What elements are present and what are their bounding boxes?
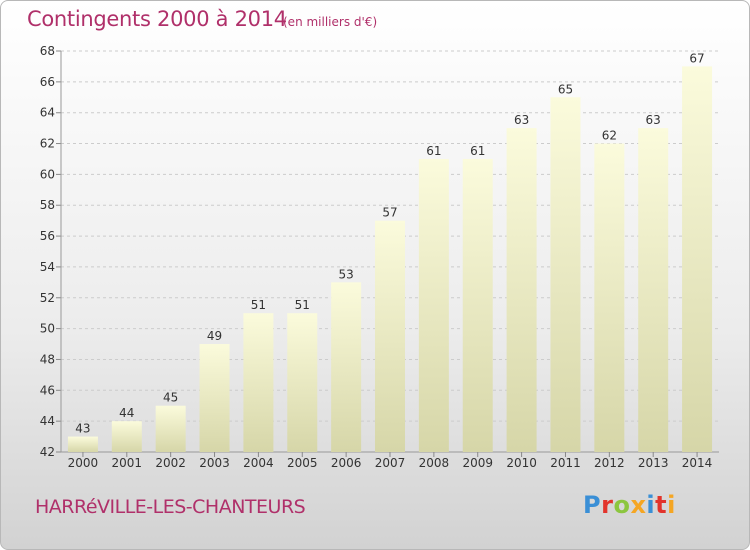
y-tick-label: 66 <box>40 75 55 89</box>
bar <box>638 128 669 452</box>
bar <box>67 436 98 452</box>
bar-value-label: 67 <box>689 51 704 65</box>
x-tick-label: 2004 <box>243 456 274 470</box>
x-tick-label: 2005 <box>287 456 318 470</box>
bar <box>199 344 230 452</box>
bar-value-label: 63 <box>514 113 529 127</box>
y-tick-label: 42 <box>40 445 55 459</box>
logo-letter: t <box>655 491 668 519</box>
y-tick-label: 52 <box>40 291 55 305</box>
logo-letter: i <box>667 491 676 519</box>
bar-value-label: 51 <box>295 298 310 312</box>
x-tick-label: 2014 <box>682 456 713 470</box>
bar <box>243 313 274 452</box>
y-tick-label: 68 <box>40 44 55 58</box>
bar-value-label: 62 <box>602 129 617 143</box>
bar-value-label: 45 <box>163 391 178 405</box>
y-tick-label: 48 <box>40 352 55 366</box>
y-tick-label: 64 <box>40 106 55 120</box>
x-tick-label: 2007 <box>375 456 406 470</box>
y-tick-label: 56 <box>40 229 55 243</box>
bar <box>682 66 713 452</box>
bar-value-label: 57 <box>382 206 397 220</box>
x-tick-label: 2010 <box>506 456 537 470</box>
logo-letter: P <box>583 491 602 519</box>
x-tick-label: 2001 <box>112 456 143 470</box>
y-tick-label: 50 <box>40 322 55 336</box>
bar <box>550 97 581 453</box>
x-tick-label: 2006 <box>331 456 362 470</box>
bar <box>287 313 318 452</box>
bar-value-label: 43 <box>75 422 90 436</box>
bar-value-label: 63 <box>646 113 661 127</box>
bar-value-label: 61 <box>426 144 441 158</box>
bar <box>506 128 537 452</box>
bar-value-label: 65 <box>558 82 573 96</box>
proxiti-logo[interactable]: Proxiti <box>583 491 676 519</box>
bar <box>155 405 186 452</box>
bar <box>594 143 625 453</box>
x-tick-label: 2011 <box>550 456 581 470</box>
x-tick-label: 2008 <box>419 456 450 470</box>
y-tick-label: 62 <box>40 137 55 151</box>
y-tick-label: 46 <box>40 383 55 397</box>
y-tick-label: 54 <box>40 260 55 274</box>
y-tick-label: 44 <box>40 414 55 428</box>
chart-title: Contingents 2000 à 2014 <box>27 7 287 31</box>
bar-value-label: 61 <box>470 144 485 158</box>
bar <box>111 421 142 452</box>
x-tick-label: 2009 <box>462 456 493 470</box>
bar-value-label: 53 <box>338 267 353 281</box>
bar-value-label: 44 <box>119 406 134 420</box>
bar <box>462 158 493 452</box>
logo-letter: r <box>601 491 614 519</box>
bar <box>375 220 405 452</box>
bar-value-label: 49 <box>207 329 222 343</box>
logo-letter: o <box>613 491 631 519</box>
y-tick-label: 58 <box>40 198 55 212</box>
bar-value-label: 51 <box>251 298 266 312</box>
commune-name: HARRéVILLE-LES-CHANTEURS <box>35 496 306 518</box>
chart-subtitle: (en milliers d'€) <box>283 15 378 29</box>
x-tick-label: 2002 <box>155 456 186 470</box>
x-tick-label: 2013 <box>638 456 669 470</box>
x-tick-label: 2012 <box>594 456 625 470</box>
bar <box>331 282 362 452</box>
x-tick-label: 2000 <box>68 456 99 470</box>
bar <box>418 158 449 452</box>
x-tick-label: 2003 <box>199 456 230 470</box>
logo-letter: i <box>646 491 656 519</box>
y-tick-label: 60 <box>40 167 55 181</box>
logo-letter: x <box>630 491 647 519</box>
